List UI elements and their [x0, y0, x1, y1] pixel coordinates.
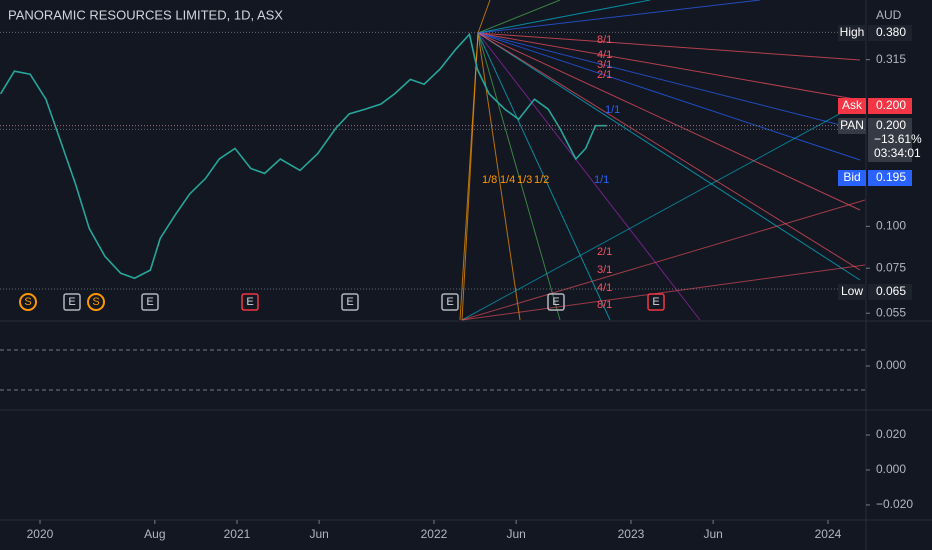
fan-line: [461, 199, 866, 321]
y-tick-label: 0.055: [876, 305, 906, 319]
x-tick-label: 2021: [224, 527, 251, 541]
fan-line: [477, 32, 861, 101]
event-label: S: [24, 296, 31, 308]
event-label: E: [446, 296, 453, 308]
fan-label: 3/1: [597, 59, 612, 71]
fan-label: 4/1: [597, 49, 612, 61]
value-badge: [868, 284, 912, 300]
fan-line: [461, 32, 479, 321]
name-badge: [838, 170, 866, 186]
fan-line: [477, 32, 861, 131]
fan-line: [477, 32, 521, 321]
event-icon: [441, 293, 459, 311]
x-tick-label: 2023: [618, 527, 645, 541]
price-line: [0, 32, 608, 280]
y-tick-label: 0.000: [876, 462, 906, 476]
event-label: E: [552, 296, 559, 308]
fan-label: 2/1: [597, 246, 612, 258]
fan-line: [477, 32, 561, 321]
event-icon: [63, 293, 81, 311]
x-tick-label: Aug: [144, 527, 165, 541]
event-icon: [547, 293, 565, 311]
event-label: E: [346, 296, 353, 308]
y-tick-label: −0.020: [876, 497, 913, 511]
event-label: E: [68, 296, 75, 308]
fan-label: 8/1: [597, 34, 612, 46]
x-tick-label: 2024: [815, 527, 842, 541]
y-unit: AUD: [876, 8, 902, 22]
value-badge: [868, 170, 912, 186]
fan-label: 1/3: [517, 174, 532, 186]
fan-line: [477, 0, 491, 34]
fan-line: [477, 0, 651, 34]
badge-value: 0.380: [876, 25, 906, 39]
fan-line: [477, 32, 861, 211]
name-badge: [838, 25, 866, 41]
badge-name: PAN: [840, 118, 864, 132]
value-badge: [868, 25, 912, 41]
badge-change: −13.61%: [874, 132, 922, 146]
fan-line: [461, 99, 866, 321]
x-tick-label: 2020: [27, 527, 54, 541]
y-tick-label: 0.315: [876, 52, 906, 66]
fan-line: [477, 0, 561, 34]
fan-label: 8/1: [597, 299, 612, 311]
chart-title: PANORAMIC RESOURCES LIMITED, 1D, ASX: [8, 7, 283, 22]
event-icon: [647, 293, 665, 311]
fan-line: [477, 0, 761, 34]
fan-line: [477, 32, 861, 61]
y-tick-label: 0.020: [876, 427, 906, 441]
badge-countdown: 03:34:01: [874, 146, 921, 160]
y-tick-label: 0.100: [876, 219, 906, 233]
event-label: E: [652, 296, 659, 308]
name-badge: [838, 118, 866, 134]
y-tick-label: 0.075: [876, 260, 906, 274]
value-badge: [868, 118, 912, 162]
x-tick-label: Jun: [309, 527, 328, 541]
badge-value: 0.195: [876, 170, 906, 184]
fan-line: [477, 32, 861, 161]
badge-name: Bid: [843, 170, 860, 184]
event-icon: [87, 293, 105, 311]
event-icon: [141, 293, 159, 311]
badge-value: 0.065: [876, 284, 906, 298]
fan-label: 3/1: [597, 264, 612, 276]
fan-label: 1/1: [594, 174, 609, 186]
x-tick-label: 2022: [421, 527, 448, 541]
x-tick-label: Jun: [703, 527, 722, 541]
name-badge: [838, 98, 866, 114]
event-label: S: [92, 296, 99, 308]
x-tick-label: Jun: [506, 527, 525, 541]
fan-line: [477, 32, 611, 321]
badge-value: 0.200: [876, 98, 906, 112]
fan-line: [477, 32, 861, 271]
fan-label: 1/8: [482, 174, 497, 186]
fan-label: 4/1: [597, 282, 612, 294]
y-tick-label: 0.000: [876, 358, 906, 372]
value-badge: [868, 98, 912, 114]
event-icon: [341, 293, 359, 311]
event-icon: [241, 293, 259, 311]
badge-value: 0.200: [876, 118, 906, 132]
fan-label: 1/2: [534, 174, 549, 186]
fan-label: 1/1: [605, 104, 620, 116]
fan-line: [477, 32, 861, 281]
fan-line: [477, 32, 701, 321]
name-badge: [838, 284, 866, 300]
fan-line: [461, 264, 866, 321]
badge-name: Low: [841, 284, 863, 298]
badge-name: Ask: [842, 98, 863, 112]
fan-label: 2/1: [597, 69, 612, 81]
badge-name: High: [840, 25, 865, 39]
event-label: E: [146, 296, 153, 308]
event-icon: [19, 293, 37, 311]
fan-label: 1/4: [500, 174, 515, 186]
event-label: E: [246, 296, 253, 308]
